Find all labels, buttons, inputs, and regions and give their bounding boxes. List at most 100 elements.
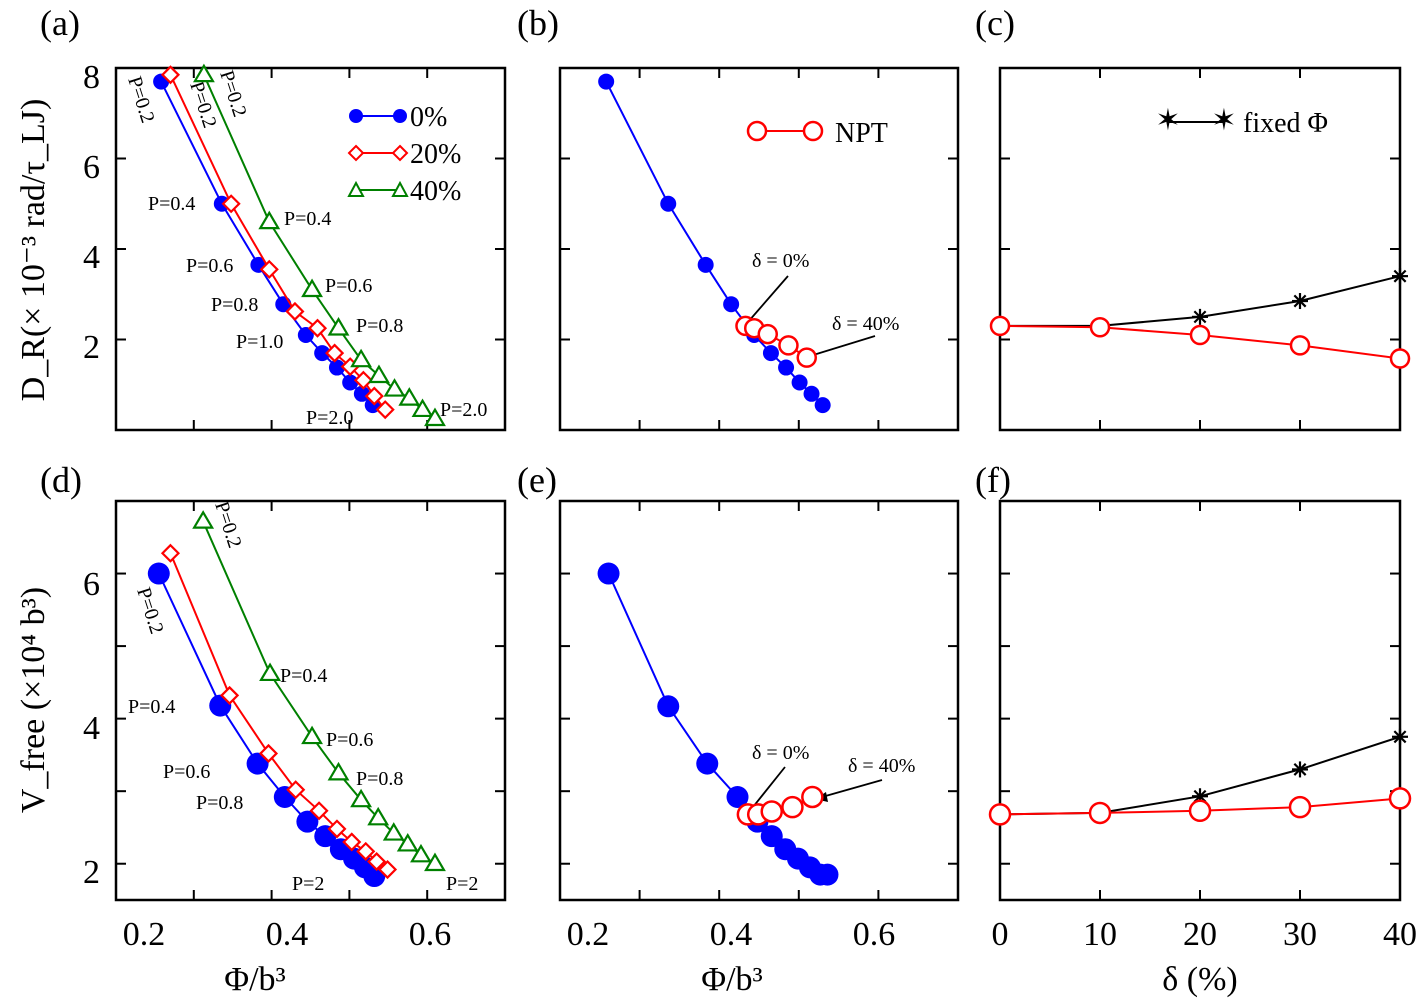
panel-a-series-1-line: [169, 74, 386, 411]
panel-b-series-1-point: [757, 323, 779, 345]
panel-d-series-1-point: [356, 841, 376, 861]
panel-d-annotation: P=0.4: [280, 665, 327, 687]
panel-a-series-2-point: [383, 378, 406, 397]
panel-d-xaxis-title: Φ/b³: [224, 961, 286, 998]
panel-d-series-1-point: [367, 851, 387, 872]
panel-a-ytick-label: 6: [83, 149, 100, 186]
panel-d-series-1-point: [327, 819, 347, 839]
panel-e-xtick-label: 0.6: [853, 916, 896, 953]
chart-marks: [115, 63, 1412, 900]
panel-a-series-0-point: [353, 385, 370, 402]
panel-e-series-0-point: [597, 562, 620, 585]
panel-e-series-0-point: [760, 825, 783, 848]
panel-a-series-2-point: [192, 63, 215, 83]
panel-b-annotation: δ = 0%: [752, 250, 809, 272]
panel-d-annotation: P=0.2: [132, 585, 168, 637]
panel-e-label: (e): [517, 460, 557, 500]
panel-b-arrow-1: [809, 335, 876, 357]
panel-f-xtick-label: 40: [1383, 916, 1417, 953]
panel-a-ytick-label: 8: [83, 59, 100, 96]
panel-d-series-2-point: [396, 832, 419, 852]
panel-a-series-1-point: [160, 65, 181, 85]
panel-d-series-0-point: [147, 562, 170, 585]
panel-c-series-1-point: [1389, 348, 1411, 369]
panel-f-series-1-point: [988, 803, 1012, 826]
panel-a-series-1-point: [353, 370, 373, 390]
panel-a-annotation: P=2.0: [440, 399, 487, 421]
panel-f-xtick-label: 0: [992, 916, 1009, 953]
panel-d-series-1-line: [169, 552, 389, 871]
panel-d-annotation: P=0.8: [196, 792, 243, 814]
panel-b-series-0-point: [814, 397, 831, 414]
panel-a-series-0-line: [160, 81, 374, 406]
panel-f-xtick-label: 10: [1083, 916, 1117, 953]
panel-f-series-1-point: [1388, 787, 1412, 810]
panel-a-label: (a): [40, 3, 80, 43]
panel-e-annotation: δ = 0%: [752, 742, 809, 764]
panel-d-annotation: P=2: [446, 873, 478, 895]
panel-b-series-0-point: [803, 385, 820, 402]
panel-a-legend: 0% 20% 40%: [347, 102, 461, 207]
panel-a-series-2-point: [424, 407, 446, 427]
panel-d-yaxis-title: V_free (×10⁴ b³): [15, 587, 52, 813]
panel-a-ytick-label: 2: [83, 329, 100, 366]
panel-f-xaxis-title: δ (%): [1162, 961, 1238, 998]
panel-b-annotation: δ = 40%: [832, 313, 899, 335]
panel-d-label: (d): [40, 460, 82, 500]
panel-c-series-0-point: [1393, 269, 1407, 283]
panel-b-series-0-point: [598, 73, 615, 90]
panel-d-series-0-point: [246, 752, 269, 775]
panel-e-series-1-point: [801, 785, 824, 809]
panel-d-series-2-point: [259, 662, 281, 682]
panel-a-ytick-label: 4: [83, 239, 100, 276]
panel-d-annotation: P=0.8: [356, 768, 403, 790]
panel-e-series-1-point: [760, 800, 783, 823]
panel-b-label: (b): [517, 3, 559, 43]
panel-e-xtick-label: 0.4: [710, 916, 753, 953]
panel-f-label: (f): [975, 460, 1011, 500]
panel-e-series-0-point: [726, 785, 749, 808]
panel-b-series-0-point: [697, 256, 714, 273]
legend-label-0pct: 0%: [410, 102, 447, 133]
panel-a-annotation: P=0.6: [186, 255, 233, 277]
panel-a-yaxis-title: D_R(× 10⁻³ rad/τ_LJ): [15, 99, 52, 402]
panel-d-annotation: P=0.6: [163, 761, 210, 783]
panel-d-series-1-point: [220, 685, 240, 705]
panel-a-series-2-point: [350, 348, 372, 368]
panel-a-series-2-point: [258, 210, 281, 230]
panel-f-xtick-label: 30: [1283, 916, 1317, 953]
panel-c-series-1-point: [1289, 335, 1311, 356]
svg-text:✶: ✶: [1155, 104, 1180, 137]
panel-b-series-1-point: [778, 335, 799, 356]
panel-e-series-0-point: [657, 695, 680, 718]
panel-a-series-2-point: [327, 317, 350, 336]
panel-c-series-0-point: [1193, 310, 1207, 324]
legend-label-40pct: 40%: [410, 176, 461, 207]
panel-a-series-1-point: [325, 343, 345, 363]
panel-e-series-0-point: [696, 752, 719, 775]
panel-e-arrow-1: [821, 779, 883, 798]
panel-b-series-0-point: [660, 195, 677, 212]
panel-c-series-1-point: [989, 315, 1011, 337]
panel-d-annotation: P=2: [292, 873, 324, 895]
panel-f-series-0-point: [1193, 789, 1207, 803]
panel-d-series-1-point: [309, 801, 329, 821]
panel-e-frame: [558, 499, 960, 902]
panel-e-xaxis-title: Φ/b³: [701, 961, 763, 998]
panel-d-series-2-point: [192, 510, 215, 529]
panel-b-series-0-line: [605, 81, 824, 406]
panel-b-arrow-0: [747, 275, 789, 323]
panel-a-annotation: P=0.2: [185, 79, 221, 131]
panel-d-series-2-point: [424, 852, 446, 872]
panel-d-series-2-point: [327, 761, 350, 781]
panel-d-ytick-label: 4: [83, 710, 100, 747]
panel-a-series-1-point: [259, 259, 279, 279]
panel-d-xtick-label: 0.6: [409, 916, 452, 953]
legend-label-20pct: 20%: [410, 139, 461, 170]
panel-a-annotation: P=0.4: [284, 208, 331, 230]
panel-d-annotation: P=0.2: [210, 499, 246, 551]
panel-d-series-0-point: [296, 810, 319, 833]
panel-b-series-1-point: [796, 347, 818, 368]
panel-a-series-1-point: [221, 194, 241, 214]
